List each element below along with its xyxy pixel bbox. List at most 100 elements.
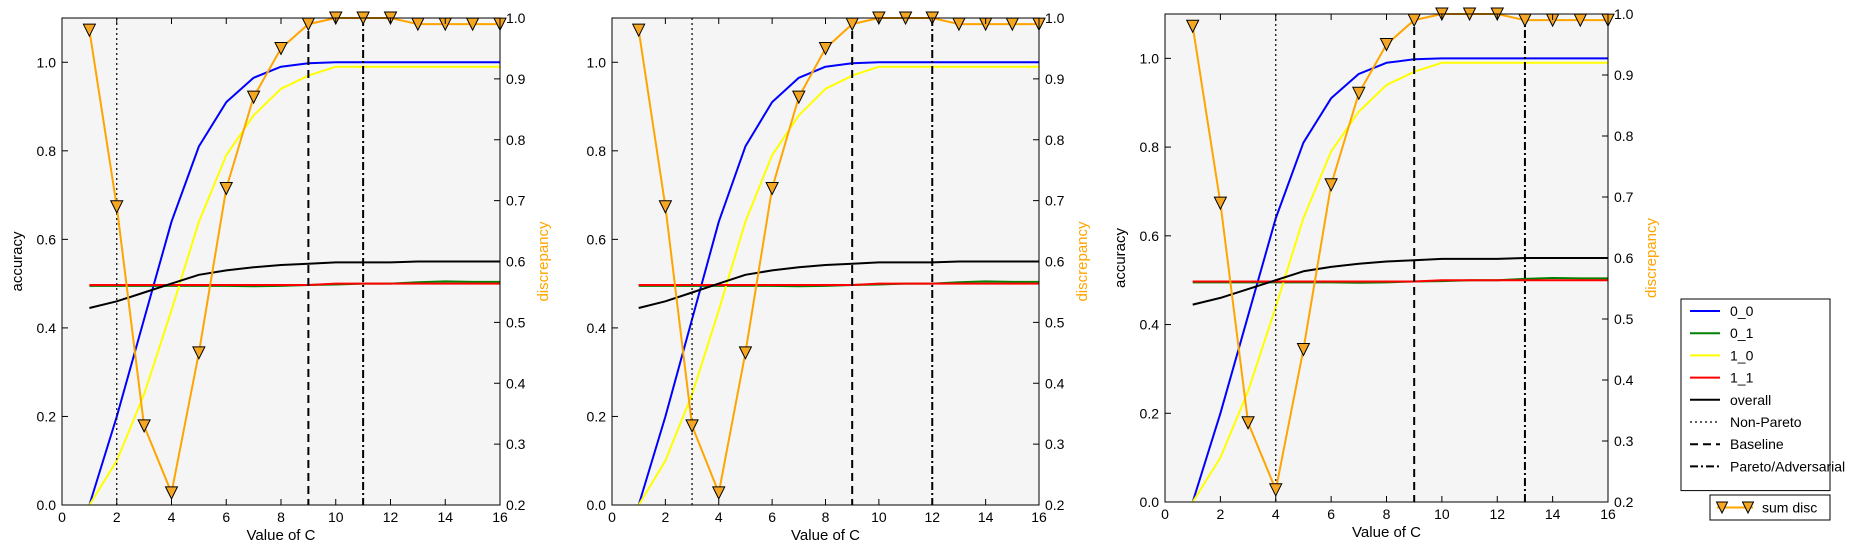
x-tick-label: 4 [168, 509, 176, 525]
y-tick-label: 0.2 [37, 408, 57, 424]
marker-sum-disc [1268, 483, 1283, 497]
legend-label: Non-Pareto [1730, 414, 1802, 430]
x-tick-label: 8 [277, 509, 285, 525]
series-line-0_0 [637, 61, 1039, 506]
series-line-sum-disc [1191, 13, 1608, 494]
legend-label: Pareto/Adversarial [1730, 458, 1845, 474]
marker-sum-disc [792, 90, 806, 105]
x-axis-label: Value of C [1352, 524, 1421, 541]
x-tick-label: 0 [58, 509, 66, 525]
y2-tick-label: 0.9 [506, 71, 526, 87]
y-tick-label: 0.6 [37, 231, 57, 247]
x-tick-label: 8 [1383, 506, 1391, 522]
y2-tick-label: 0.5 [1614, 311, 1634, 327]
series-line-sum-disc [88, 17, 500, 497]
series-line-1_0 [637, 65, 1039, 506]
x-tick-label: 10 [1434, 506, 1450, 522]
marker-sum-disc [711, 486, 726, 500]
x-tick-label: 14 [1545, 506, 1561, 522]
x-tick-label: 8 [822, 509, 830, 525]
marker-sum-disc [164, 486, 179, 500]
y2-tick-label: 1.0 [1045, 10, 1065, 26]
marker-sum-disc [738, 346, 753, 360]
y2-tick-label: 0.3 [506, 436, 526, 452]
legend-label: 1_0 [1730, 347, 1754, 363]
x-tick-label: 12 [1489, 506, 1505, 522]
marker-sum-disc [1241, 416, 1255, 430]
y-tick-label: 0.0 [37, 497, 57, 513]
y-tick-label: 0.0 [1140, 494, 1160, 510]
y2-tick-label: 0.3 [1045, 436, 1065, 452]
marker-sum-disc [274, 41, 288, 56]
y-tick-label: 1.0 [587, 54, 607, 70]
series-line-1_0 [1191, 61, 1608, 503]
marker-sum-disc [109, 200, 124, 214]
x-tick-label: 10 [328, 509, 344, 525]
marker-sum-disc [219, 181, 234, 196]
y2-tick-label: 1.0 [1614, 6, 1634, 22]
y2-tick-label: 0.5 [506, 314, 526, 330]
y-tick-label: 1.0 [1140, 50, 1160, 66]
y2-tick-label: 0.7 [506, 193, 526, 209]
y2-tick-label: 0.9 [1045, 71, 1065, 87]
x-tick-label: 12 [924, 509, 940, 525]
y2-tick-label: 0.2 [1045, 497, 1065, 513]
y-tick-label: 0.2 [587, 408, 607, 424]
y2-axis-label: discrepancy [535, 221, 552, 302]
y-tick-label: 0.8 [37, 143, 57, 159]
x-tick-label: 12 [383, 509, 399, 525]
legend-marker [1741, 501, 1755, 515]
marker-sum-disc [1213, 196, 1228, 211]
x-tick-label: 6 [222, 509, 230, 525]
x-tick-label: 4 [1272, 506, 1280, 522]
y2-axis-label: discrepancy [1074, 221, 1091, 302]
marker-sum-disc [1379, 38, 1394, 52]
y2-tick-label: 0.8 [1614, 128, 1634, 144]
x-axis-label: Value of C [791, 527, 860, 544]
x-tick-label: 0 [1161, 506, 1169, 522]
legend-marker [1715, 501, 1729, 515]
y-axis-label: accuracy [9, 231, 26, 292]
y2-tick-label: 0.3 [1614, 433, 1634, 449]
legend-label: 0_0 [1730, 303, 1754, 319]
series-line-sum-disc [637, 17, 1039, 497]
marker-sum-disc [192, 346, 206, 360]
y-tick-label: 0.2 [1140, 405, 1160, 421]
marker-sum-disc [82, 23, 97, 38]
y2-tick-label: 0.7 [1045, 193, 1065, 209]
y-tick-label: 0.4 [37, 320, 57, 336]
y2-tick-label: 1.0 [506, 10, 526, 26]
subplot-3: 0 2 4 6 8 10 12 14 16 0.0 0.2 0.4 0.6 0.8 1.0 0.2 0.3 0.4… [1112, 6, 1660, 541]
x-tick-label: 16 [1031, 509, 1047, 525]
x-tick-label: 2 [113, 509, 121, 525]
y2-tick-label: 0.2 [1614, 494, 1634, 510]
x-tick-label: 4 [715, 509, 723, 525]
y2-tick-label: 0.8 [506, 132, 526, 148]
marker-sum-disc [1296, 343, 1311, 357]
series-line-0_0 [1191, 57, 1608, 503]
x-tick-label: 6 [1327, 506, 1335, 522]
marker-sum-disc [137, 419, 151, 433]
legend-label: Baseline [1730, 436, 1784, 452]
legend-label: sum disc [1762, 500, 1817, 516]
marker-sum-disc [1324, 178, 1338, 192]
marker-sum-disc [818, 41, 833, 56]
y2-tick-label: 0.6 [1614, 250, 1634, 266]
marker-sum-disc [1185, 19, 1200, 34]
y2-axis-label: discrepancy [1643, 217, 1660, 298]
y-tick-label: 0.4 [1140, 317, 1160, 333]
x-tick-label: 14 [437, 509, 453, 525]
y2-tick-label: 0.4 [1045, 375, 1065, 391]
y-tick-label: 0.8 [1140, 139, 1160, 155]
y2-tick-label: 0.6 [1045, 254, 1065, 270]
legend-label: overall [1730, 392, 1771, 408]
y-tick-label: 0.6 [1140, 228, 1160, 244]
y-tick-label: 0.6 [587, 231, 607, 247]
series-line-overall [1192, 257, 1608, 306]
x-tick-label: 16 [492, 509, 508, 525]
y-tick-label: 0.8 [587, 143, 607, 159]
y-axis-label: accuracy [1112, 227, 1129, 288]
y2-tick-label: 0.2 [506, 497, 526, 513]
marker-sum-disc [631, 23, 646, 38]
series-line-1_1 [89, 282, 500, 286]
